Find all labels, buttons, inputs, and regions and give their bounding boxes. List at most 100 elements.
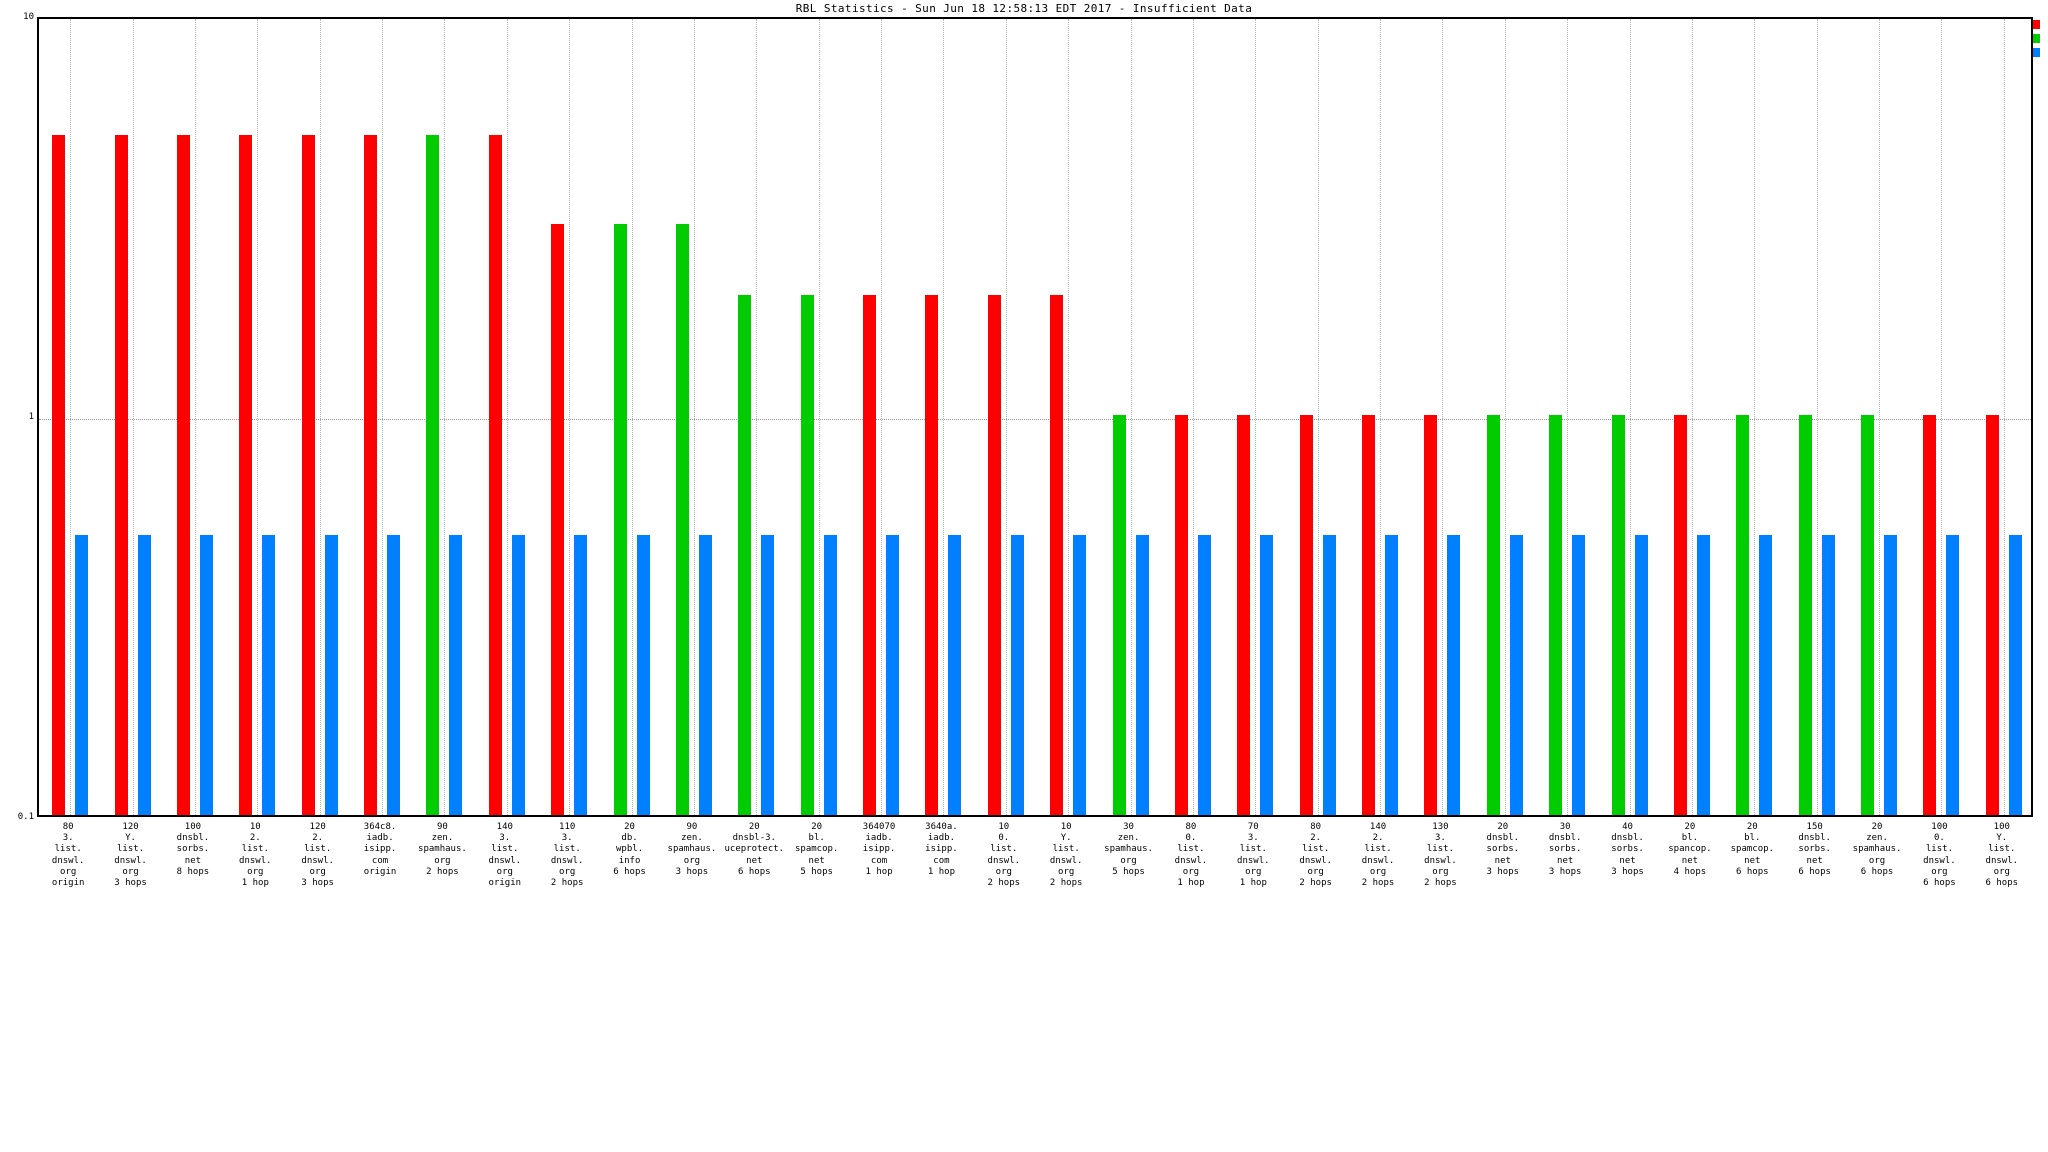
x-tick-label-line: 364c8.: [363, 822, 397, 832]
x-tick-label-line: list.: [1302, 844, 1330, 855]
x-tick-label-line: sorbs.: [1798, 844, 1831, 855]
x-tick-label-line: 3 hops: [1548, 866, 1582, 877]
x-tick-label-line: 20: [1684, 822, 1696, 832]
bar-spam: [1798, 415, 1812, 815]
grid-line-vertical: [1380, 19, 1382, 815]
x-tick-label-line: 5 hops: [800, 866, 833, 877]
x-tick-label-line: org: [1058, 866, 1075, 877]
bar-not-spam: [176, 135, 190, 815]
bar-not-spam: [987, 294, 1001, 815]
grid-line-vertical: [881, 19, 883, 815]
x-tick-label-line: 2.: [249, 833, 261, 844]
x-tick-label-line: dnswl.: [1049, 855, 1083, 866]
x-tick-label: 80 2. list. dnswl. org 2 hops: [1285, 822, 1347, 889]
x-tick-label-line: zen.: [431, 833, 454, 844]
x-tick-label-line: dnsbl.: [176, 833, 210, 844]
x-tick-label-line: dnswl.: [1985, 855, 2019, 866]
bar-group: [114, 19, 151, 815]
x-tick-label-line: 3 hops: [1486, 866, 1520, 877]
grid-line-horizontal: [39, 419, 2031, 420]
x-tick-label-line: 3 hops: [675, 866, 709, 877]
x-tick-label-line: org: [1245, 866, 1262, 877]
bar-score: [387, 535, 401, 815]
bar-not-spam: [1424, 415, 1438, 815]
x-tick-label-line: net: [1494, 855, 1511, 866]
x-tick-label-line: net: [184, 855, 202, 866]
x-tick-label-line: 20: [624, 822, 635, 832]
x-tick-label-line: dnswl.: [987, 855, 1021, 866]
grid-line-vertical: [1068, 19, 1070, 815]
x-tick-label-line: spamhaus.: [418, 844, 467, 855]
bar-not-spam: [1923, 415, 1937, 815]
x-tick-label-line: sorbs.: [1486, 844, 1520, 855]
x-tick-label-line: 120: [309, 822, 326, 832]
bar-group: [1174, 19, 1211, 815]
x-tick-label-line: org: [683, 855, 701, 866]
x-tick-label-line: org: [60, 866, 77, 877]
x-tick-label-line: com: [870, 855, 888, 866]
grid-line-vertical: [818, 19, 820, 815]
x-tick-label-line: 140: [1369, 822, 1387, 832]
x-tick-label-line: zen.: [681, 833, 703, 844]
x-tick-label-line: 80: [1185, 822, 1197, 832]
y-tick-label: 0.1: [17, 812, 34, 822]
x-tick-label: 20 bl. spamcop. net 6 hops: [1721, 822, 1783, 878]
bar-not-spam: [301, 135, 315, 815]
grid-line-vertical: [319, 19, 321, 815]
x-tick-label: 3640a. iadb. isipp. com 1 hop: [910, 822, 972, 878]
x-tick-label-line: 90: [437, 822, 448, 832]
x-tick-label-line: 0.: [1934, 833, 1945, 844]
x-tick-label-line: org: [1120, 855, 1137, 866]
x-tick-label: 80 3. list. dnswl. org origin: [37, 822, 99, 889]
bar-group: [675, 19, 712, 815]
x-tick-label-line: list.: [54, 844, 82, 855]
x-tick-label-line: 20: [1871, 822, 1883, 832]
x-tick-label-line: 100: [1931, 822, 1948, 832]
x-tick-label-line: 110: [559, 822, 576, 832]
bar-spam: [675, 224, 689, 815]
bar-group: [1424, 19, 1461, 815]
x-tick-label-line: net: [1557, 855, 1574, 866]
bar-not-spam: [1237, 415, 1251, 815]
bar-group: [488, 19, 525, 815]
x-tick-label-line: 2 hops: [987, 877, 1021, 888]
grid-line-vertical: [1005, 19, 1007, 815]
x-tick-label-line: 1 hop: [1239, 877, 1267, 888]
x-tick-label-line: dnsbl.: [1486, 833, 1520, 844]
grid-line-vertical: [257, 19, 259, 815]
x-tick-label-line: origin: [51, 877, 85, 888]
grid-line-vertical: [1629, 19, 1631, 815]
bar-spam: [1486, 415, 1500, 815]
grid-line-vertical: [1130, 19, 1132, 815]
x-tick-label-line: list.: [1988, 844, 2016, 855]
x-tick-label-line: 6 hops: [738, 866, 771, 877]
grid-line-vertical: [631, 19, 633, 815]
bar-group: [1861, 19, 1898, 815]
x-tick-label: 90 zen. spamhaus. org 2 hops: [411, 822, 473, 878]
x-tick-label-line: 20: [1746, 822, 1758, 832]
x-tick-label-line: 10: [1060, 822, 1072, 832]
x-tick-label: 140 2. list. dnswl. org 2 hops: [1347, 822, 1409, 889]
x-tick-label-line: 2 hops: [1361, 877, 1395, 888]
x-tick-label: 30 dnsbl. sorbs. net 3 hops: [1534, 822, 1596, 878]
x-tick-label-line: spancop.: [1668, 844, 1712, 855]
x-tick-label-line: origin: [488, 877, 522, 888]
x-tick-label-line: 3.: [1247, 833, 1259, 844]
x-tick-label-line: 80: [62, 822, 74, 832]
x-tick-label: 100 0. list. dnswl. org 6 hops: [1908, 822, 1970, 889]
grid-line-vertical: [1691, 19, 1693, 815]
bar-spam: [1112, 415, 1126, 815]
x-tick-label-line: 3 hops: [1611, 866, 1644, 877]
bar-score: [1135, 535, 1149, 815]
x-tick-label-line: org: [1369, 866, 1387, 877]
x-tick-label-line: dnswl.: [1174, 855, 1208, 866]
x-tick-label-line: 2 hops: [426, 866, 459, 877]
bar-group: [551, 19, 588, 815]
x-tick-label-line: Y.: [1996, 833, 2008, 844]
plot-area: [37, 17, 2033, 817]
x-tick-label-line: dnswl.: [1361, 855, 1395, 866]
x-tick-label-line: 80: [1310, 822, 1322, 832]
x-tick-label-line: org: [995, 866, 1012, 877]
x-tick-label: 20 dnsbl. sorbs. net 3 hops: [1472, 822, 1534, 878]
grid-lines: [39, 19, 2031, 815]
